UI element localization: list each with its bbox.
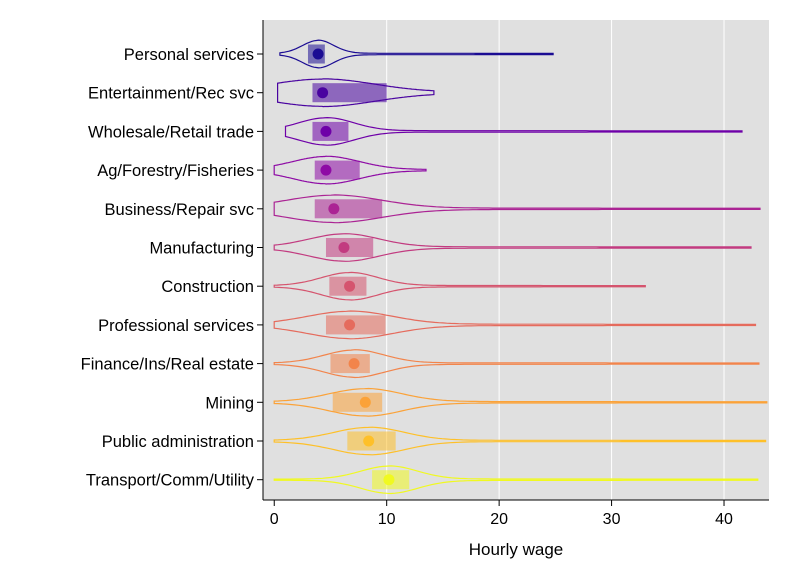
category-label: Ag/Forestry/Fisheries bbox=[97, 162, 254, 180]
category-label: Professional services bbox=[98, 317, 254, 335]
median-dot bbox=[328, 203, 340, 215]
violin-4 bbox=[273, 194, 761, 224]
iqr-box bbox=[332, 392, 383, 412]
violin-10 bbox=[273, 426, 767, 456]
violin-outline bbox=[279, 39, 554, 69]
category-label: Wholesale/Retail trade bbox=[88, 123, 254, 141]
category-label: Personal services bbox=[124, 46, 254, 64]
violin-outline bbox=[284, 116, 743, 146]
x-tick-label: 40 bbox=[715, 511, 733, 528]
median-dot bbox=[320, 164, 332, 176]
violin-8 bbox=[273, 349, 760, 379]
category-label: Manufacturing bbox=[149, 240, 254, 258]
median-dot bbox=[383, 474, 395, 486]
violin-0 bbox=[279, 39, 554, 69]
violin-outline bbox=[273, 387, 768, 417]
violin-outline bbox=[273, 349, 760, 379]
median-dot bbox=[344, 280, 356, 292]
category-label: Mining bbox=[205, 394, 254, 412]
violin-1 bbox=[277, 78, 435, 108]
violin-outline bbox=[273, 426, 767, 456]
violin-5 bbox=[273, 233, 752, 262]
median-dot bbox=[363, 435, 375, 447]
median-dot bbox=[312, 48, 324, 60]
median-dot bbox=[338, 242, 350, 253]
violin-7 bbox=[273, 310, 757, 340]
iqr-box bbox=[325, 315, 386, 335]
iqr-box bbox=[312, 83, 387, 103]
iqr-box bbox=[325, 237, 374, 258]
median-dot bbox=[317, 87, 329, 99]
x-axis: 0 10 20 30 40 bbox=[263, 499, 769, 528]
violin-outline bbox=[273, 194, 761, 224]
y-tick-labels: Personal services Entertainment/Rec svc Wh… bbox=[81, 20, 264, 500]
x-tick-label: 10 bbox=[378, 511, 396, 528]
median-dot bbox=[359, 396, 371, 408]
violin-outline bbox=[273, 310, 757, 340]
x-tick-label: 30 bbox=[603, 511, 621, 528]
category-label: Construction bbox=[161, 278, 254, 296]
x-tick-label: 0 bbox=[270, 511, 279, 528]
median-dot bbox=[344, 319, 356, 331]
x-tick-label: 20 bbox=[490, 511, 508, 528]
category-label: Entertainment/Rec svc bbox=[88, 85, 254, 103]
violin-outline bbox=[273, 233, 752, 262]
iqr-box bbox=[314, 199, 383, 219]
category-label: Business/Repair svc bbox=[105, 201, 254, 219]
violin-outline bbox=[273, 271, 646, 301]
violin-6 bbox=[273, 271, 646, 301]
category-label: Finance/Ins/Real estate bbox=[81, 356, 254, 374]
violin-outline bbox=[277, 78, 435, 108]
category-label: Transport/Comm/Utility bbox=[86, 472, 255, 490]
median-dot bbox=[320, 125, 332, 137]
x-axis-label: Hourly wage bbox=[469, 540, 564, 559]
violins bbox=[273, 39, 768, 495]
median-dot bbox=[348, 358, 360, 370]
violin-2 bbox=[284, 116, 743, 146]
violin-outline bbox=[273, 155, 427, 185]
violin-outline bbox=[273, 465, 759, 495]
violin-3 bbox=[273, 155, 427, 185]
violin-11 bbox=[273, 465, 759, 495]
category-label: Public administration bbox=[102, 433, 254, 451]
violin-9 bbox=[273, 387, 768, 417]
